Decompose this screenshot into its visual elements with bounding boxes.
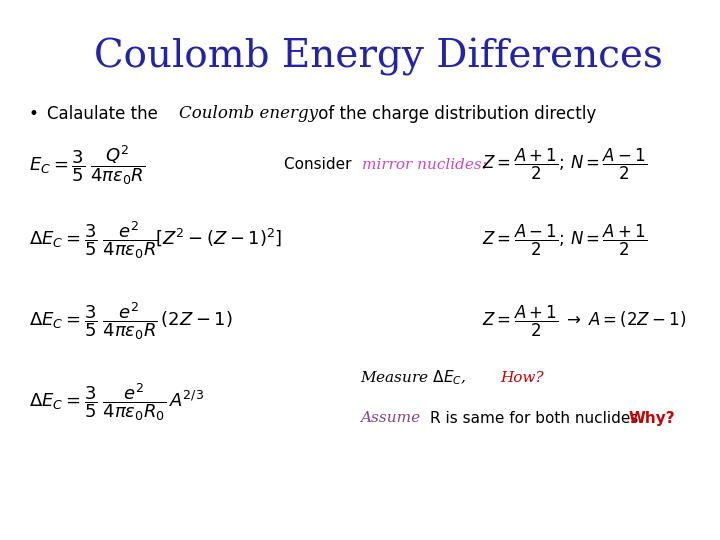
Text: $E_C = \dfrac{3}{5}\;\dfrac{Q^2}{4\pi\varepsilon_0 R}$: $E_C = \dfrac{3}{5}\;\dfrac{Q^2}{4\pi\va… — [29, 143, 145, 187]
Text: •: • — [29, 105, 39, 123]
Text: Assume: Assume — [360, 411, 420, 426]
Text: $Z = \dfrac{A+1}{2};\,N = \dfrac{A-1}{2}$: $Z = \dfrac{A+1}{2};\,N = \dfrac{A-1}{2}… — [482, 147, 648, 183]
Text: R is same for both nuclides.: R is same for both nuclides. — [430, 411, 653, 426]
Text: How?: How? — [500, 371, 544, 385]
Text: $Z = \dfrac{A+1}{2}\;\rightarrow\;A=(2Z-1)$: $Z = \dfrac{A+1}{2}\;\rightarrow\;A=(2Z-… — [482, 303, 687, 339]
Text: of the charge distribution directly: of the charge distribution directly — [313, 105, 596, 123]
Text: Calaulate the: Calaulate the — [47, 105, 163, 123]
Text: $\Delta E_C = \dfrac{3}{5}\;\dfrac{e^2}{4\pi\varepsilon_0 R}\!\left[Z^2-(Z-1)^2\: $\Delta E_C = \dfrac{3}{5}\;\dfrac{e^2}{… — [29, 219, 282, 261]
Text: Consider: Consider — [284, 157, 357, 172]
Text: $\Delta E_C = \dfrac{3}{5}\;\dfrac{e^2}{4\pi\varepsilon_0 R}\,(2Z-1)$: $\Delta E_C = \dfrac{3}{5}\;\dfrac{e^2}{… — [29, 300, 233, 342]
Text: Why?: Why? — [629, 411, 675, 426]
Text: Measure $\Delta E_C$,: Measure $\Delta E_C$, — [360, 369, 467, 387]
Text: $Z = \dfrac{A-1}{2};\,N = \dfrac{A+1}{2}$: $Z = \dfrac{A-1}{2};\,N = \dfrac{A+1}{2}… — [482, 222, 648, 258]
Text: Coulomb Energy Differences: Coulomb Energy Differences — [94, 38, 662, 76]
Text: Coulomb energy: Coulomb energy — [179, 105, 318, 122]
Text: $\Delta E_C = \dfrac{3}{5}\;\dfrac{e^2}{4\pi\varepsilon_0 R_0}\,A^{2/3}$: $\Delta E_C = \dfrac{3}{5}\;\dfrac{e^2}{… — [29, 381, 204, 423]
Text: mirror nuclides:: mirror nuclides: — [362, 158, 487, 172]
